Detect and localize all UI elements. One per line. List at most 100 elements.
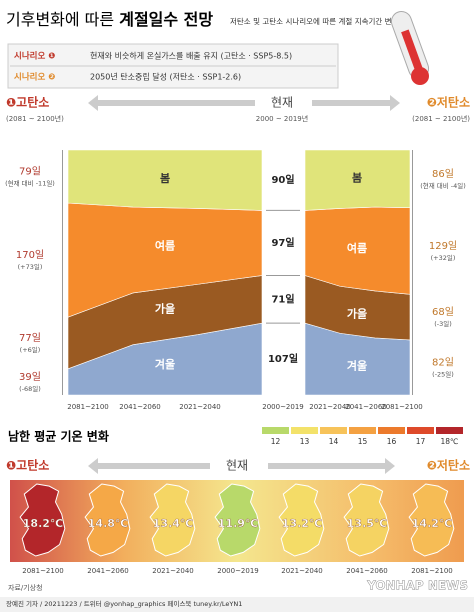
season-area <box>67 149 263 211</box>
legend-label: 17 <box>416 437 426 446</box>
value-label: 79일 <box>19 166 41 178</box>
season-name: 여름 <box>155 238 175 252</box>
season-area <box>304 149 411 211</box>
value-label: 39일 <box>19 371 41 383</box>
value-label: 68일 <box>432 306 454 318</box>
change-label: (현재 대비 -11일) <box>5 179 55 188</box>
credit: 장예진 기자 / 20211223 / 트위터 @yonhap_graphics… <box>6 599 242 608</box>
x-tick-label: 2000~2019 <box>262 403 304 411</box>
season-name: 여름 <box>347 241 367 255</box>
x-tick-label: 2000~2019 <box>217 567 259 575</box>
watermark: YONHAP NEWS <box>366 579 468 593</box>
temperature-label: 14.8℃ <box>88 517 128 530</box>
present-value: 90일 <box>271 173 294 186</box>
temp-title: 남한 평균 기온 변화 <box>8 429 109 444</box>
high-period: (2081 ~ 2100년) <box>6 114 64 123</box>
season-name: 가을 <box>347 306 367 320</box>
present-period: 2000 ~ 2019년 <box>256 114 308 123</box>
x-tick-label: 2081~2100 <box>22 567 64 575</box>
present-label: 현재 <box>226 459 248 473</box>
season-name: 봄 <box>352 171 362 185</box>
x-tick-label: 2041~2060 <box>346 567 388 575</box>
scenario-text: 2050년 탄소중립 달성 (저탄소 · SSP1-2.6) <box>90 72 241 82</box>
value-label: 77일 <box>19 332 41 344</box>
legend-swatch <box>378 427 405 434</box>
legend-swatch <box>436 427 463 434</box>
scenario-tag: 시나리오 ❷ <box>14 72 55 83</box>
temperature-label: 18.2℃ <box>23 517 63 530</box>
temperature-map <box>408 483 455 557</box>
title: 기후변화에 따른 계절일수 전망 <box>6 10 213 29</box>
thermometer-icon <box>390 11 430 85</box>
present-label: 현재 <box>271 96 293 110</box>
legend-swatch <box>291 427 318 434</box>
low-period: (2081 ~ 2100년) <box>412 114 470 123</box>
present-value: 97일 <box>271 236 294 249</box>
temperature-label: 13.5℃ <box>347 517 387 530</box>
scenario-tag: 시나리오 ❶ <box>14 51 55 62</box>
temperature-map <box>278 483 325 557</box>
value-label: 170일 <box>16 249 44 261</box>
change-label: (현재 대비 -4일) <box>420 181 466 190</box>
title-light: 기후변화에 따른 <box>6 10 114 29</box>
legend-label: 18℃ <box>441 437 459 446</box>
temperature-map <box>343 483 390 557</box>
change-label: (-3일) <box>434 319 452 328</box>
low-label: ❷저탄소 <box>427 458 470 473</box>
legend-swatch <box>320 427 347 434</box>
change-label: (-68일) <box>19 384 41 393</box>
present-value: 71일 <box>271 292 294 305</box>
low-label: ❷저탄소 <box>427 95 470 110</box>
x-tick-label: 2081~2100 <box>67 403 109 411</box>
subtitle: 저탄소 및 고탄소 시나리오에 따른 계절 지속기간 변화 <box>230 16 399 26</box>
temperature-label: 13.2℃ <box>282 517 322 530</box>
x-tick-label: 2041~2060 <box>345 403 387 411</box>
x-tick-label: 2081~2100 <box>381 403 423 411</box>
column-rule <box>62 150 63 395</box>
temperature-label: 13.4℃ <box>153 517 193 530</box>
scenario-text: 현재와 비슷하게 온실가스를 배출 유지 (고탄소 · SSP5-8.5) <box>90 51 292 61</box>
legend-swatch <box>262 427 289 434</box>
x-tick-label: 2021~2040 <box>309 403 351 411</box>
high-label: ❶고탄소 <box>6 95 49 110</box>
temperature-map <box>214 483 261 557</box>
footer-bar <box>0 597 474 612</box>
x-tick-label: 2081~2100 <box>411 567 453 575</box>
change-label: (+32일) <box>431 253 456 262</box>
change-label: (+6일) <box>20 345 41 354</box>
temperature-label: 14.2℃ <box>412 517 452 530</box>
arrow <box>268 458 395 474</box>
arrow <box>88 95 255 111</box>
title-bold: 계절일수 전망 <box>119 10 213 29</box>
present-value: 107일 <box>268 352 298 365</box>
legend-label: 15 <box>358 437 368 446</box>
x-tick-label: 2021~2040 <box>281 567 323 575</box>
temperature-map <box>19 483 66 557</box>
value-label: 82일 <box>432 356 454 368</box>
legend-label: 13 <box>300 437 310 446</box>
temperature-map <box>84 483 131 557</box>
season-name: 겨울 <box>155 357 175 371</box>
arrow <box>312 95 400 111</box>
x-tick-label: 2021~2040 <box>152 567 194 575</box>
column-rule <box>412 150 413 395</box>
value-label: 86일 <box>432 168 454 180</box>
legend-label: 14 <box>329 437 339 446</box>
season-name: 겨울 <box>347 358 367 372</box>
legend-label: 12 <box>271 437 281 446</box>
season-name: 가을 <box>155 301 175 315</box>
x-tick-label: 2041~2060 <box>87 567 129 575</box>
temperature-label: 11.9℃ <box>218 517 258 530</box>
x-tick-label: 2041~2060 <box>119 403 161 411</box>
high-label: ❶고탄소 <box>6 458 49 473</box>
season-name: 봄 <box>160 171 170 185</box>
legend-swatch <box>407 427 434 434</box>
legend-swatch <box>349 427 376 434</box>
value-label: 129일 <box>429 240 457 252</box>
change-label: (+73일) <box>18 262 43 271</box>
source: 자료/기상청 <box>8 583 43 592</box>
arrow <box>88 458 210 474</box>
temperature-map <box>149 483 196 557</box>
change-label: (-25일) <box>432 369 454 378</box>
